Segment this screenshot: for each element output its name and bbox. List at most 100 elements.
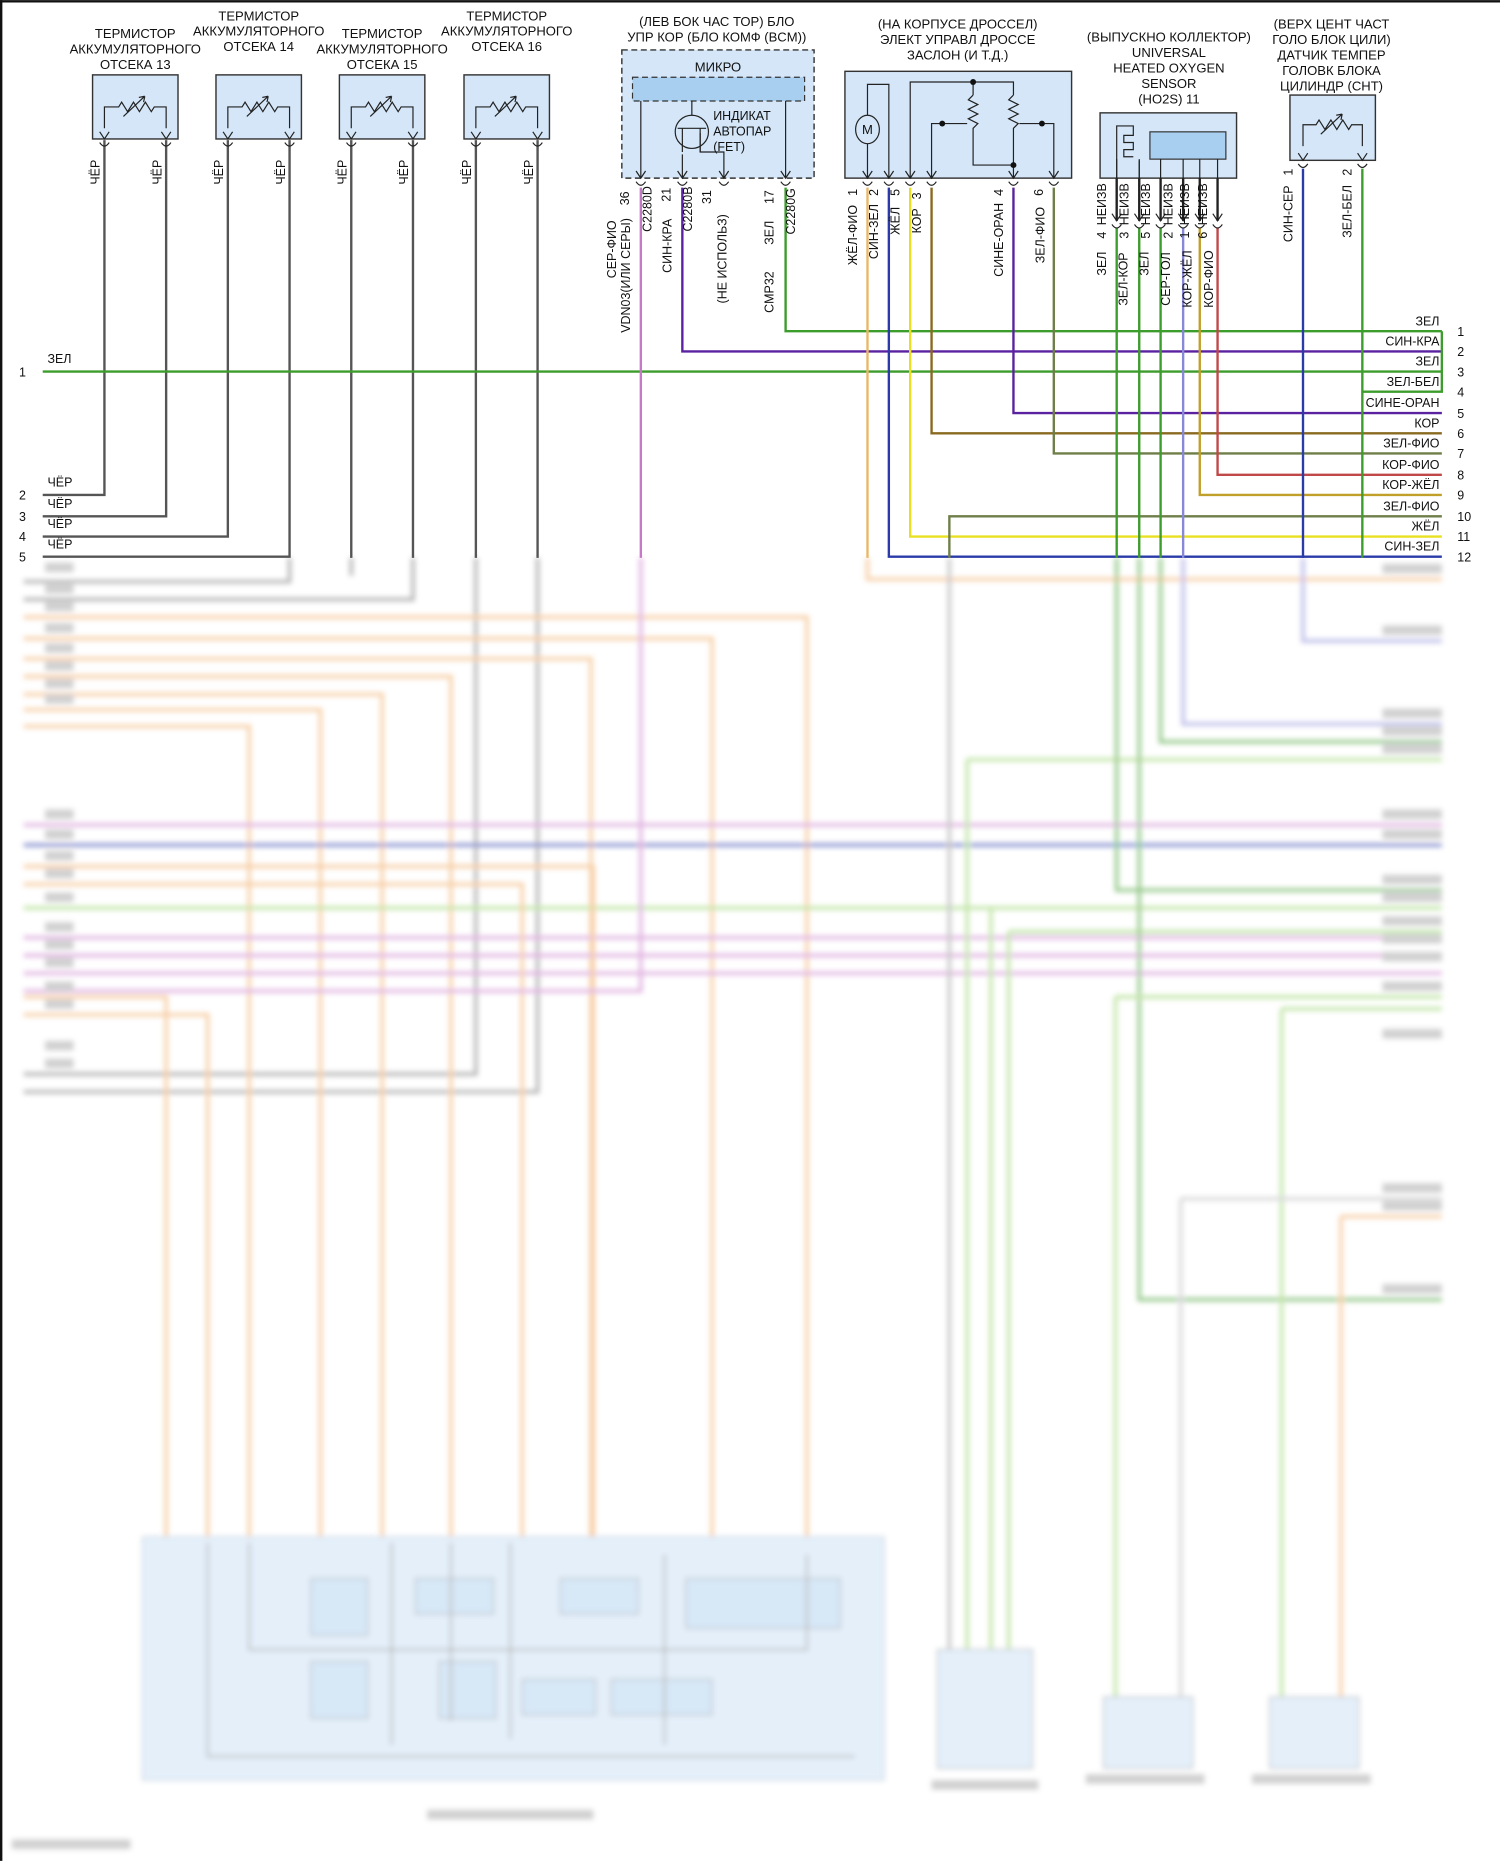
blurred-wire (1114, 557, 1442, 892)
throttle-box (844, 70, 1073, 179)
blurred-label (45, 1058, 74, 1069)
wire-therm14-b (42, 140, 291, 558)
junction-dot (1010, 162, 1017, 169)
throttle-internal (866, 81, 1055, 179)
throttle-title-line: (НА КОРПУСЕ ДРОССЕЛ) (878, 17, 1038, 32)
wire-zel-fio-10 (948, 515, 1442, 558)
micro-label: МИКРО (695, 59, 741, 74)
connector-socket (635, 181, 647, 186)
pin-number: 1 (846, 189, 860, 196)
blurred-label (1382, 951, 1442, 962)
blurred-wire (23, 557, 540, 1094)
resistor-symbol (1302, 118, 1363, 147)
right-connector-wire-label: ЗЕЛ-БЕЛ (1387, 375, 1440, 389)
right-connector-pin-number: 12 (1457, 550, 1471, 564)
blurred-wire (23, 724, 251, 1543)
blurred-wire (23, 557, 478, 1076)
pin-number: 2 (1341, 169, 1355, 176)
blurred-label (45, 583, 74, 594)
blurred-wire (23, 864, 596, 1543)
blurred-inner-block (521, 1678, 597, 1716)
blurred-label (1382, 625, 1442, 636)
connector-socket (780, 181, 791, 186)
throttle-title-line: ЭЛЕКТ УПРАВЛ ДРОССЕ (880, 32, 1036, 47)
left-connector-wire-label: ЧЁР (47, 476, 72, 490)
pin-arrow (284, 131, 295, 141)
pin-arrow (1297, 152, 1309, 162)
blurred-label (45, 922, 74, 932)
cht-sensor-title-line: ЦИЛИНДР (CHT) (1280, 78, 1383, 93)
right-connector-wire-label: СИН-ЗЕЛ (1384, 540, 1439, 554)
wire-color-label: ЗЕЛ (763, 221, 777, 245)
blurred-label (1382, 981, 1442, 992)
right-connector-wire-label: ЗЕЛ-ФИО (1383, 437, 1440, 451)
blurred-inner-block (310, 1660, 369, 1720)
blurred-label (45, 981, 74, 992)
fet-label: АВТОПАР (713, 124, 771, 138)
pin-number: 21 (659, 188, 673, 202)
cht-sensor-box (1289, 94, 1377, 162)
o2-sensor-title-line: HEATED OXYGEN (1113, 61, 1224, 76)
junction-dot (1038, 120, 1045, 127)
left-connector-pin-number: 5 (19, 550, 26, 564)
blurred-wire (23, 636, 714, 1543)
connector-socket (1048, 181, 1060, 186)
blurred-wire (23, 1012, 210, 1543)
pin-arrow (883, 170, 895, 180)
blurred-wire (23, 692, 384, 1543)
blurred-inner-block (438, 1660, 497, 1720)
right-connector-pin-number: 6 (1457, 427, 1464, 441)
left-connector-pin-number: 3 (19, 510, 26, 524)
junction-dot (970, 79, 977, 85)
thermistor-14-title-line: ТЕРМИСТОР (218, 8, 299, 23)
left-connector-wire-label: ЧЁР (47, 517, 72, 531)
fet-label: ИНДИКАТ (713, 109, 771, 123)
left-connector-wire-label: ЗЕЛ (47, 352, 71, 366)
wire-zhel (909, 187, 1442, 538)
right-connector-pin-number: 8 (1457, 469, 1464, 483)
blurred-label (45, 601, 74, 612)
wire-sine-oran (1012, 187, 1442, 415)
wire-color-label: ЧЁР (397, 160, 411, 185)
pin-number: 6 (1196, 232, 1210, 239)
connector-socket (883, 181, 895, 186)
wire-zel-fio (1052, 187, 1442, 455)
blurred-label (1085, 1774, 1205, 1784)
blurred-lower-diagram (11, 557, 1442, 1850)
connector-socket (1177, 224, 1189, 229)
right-connector-pin-number: 3 (1457, 365, 1464, 379)
blurred-inner-block (610, 1678, 713, 1716)
wire-therm13-b (42, 140, 168, 518)
wire-color-label: ЧЁР (460, 160, 474, 185)
wire-sin-kra (681, 187, 1442, 353)
blurred-wire (23, 557, 292, 584)
connector-socket (718, 181, 730, 186)
connector-socket (284, 142, 295, 147)
cht-sensor-title-line: ГОЛО БЛОК ЦИЛИ) (1272, 32, 1390, 47)
pin-type-label: НЕИЗВ (1118, 183, 1132, 225)
blurred-label (1382, 809, 1442, 819)
blurred-label (1382, 1284, 1442, 1294)
blurred-inner-block (414, 1577, 495, 1615)
wire-color-label: ЗЕЛ (1138, 252, 1152, 276)
components (91, 49, 1377, 229)
blurred-label (45, 562, 74, 573)
left-connector-pin-number: 4 (19, 530, 26, 544)
wire-color-label: ЧЁР (522, 160, 536, 185)
blurred-label (11, 1839, 131, 1850)
right-connector-wire-label: ЖЁЛ (1411, 520, 1439, 534)
blurred-label (45, 623, 74, 633)
wire-color-label: КОР (910, 208, 924, 233)
connector-socket (926, 181, 937, 186)
blurred-label (45, 809, 74, 819)
right-connector-wire-label: ЗЕЛ (1415, 314, 1439, 328)
micro-block (631, 76, 806, 102)
o2-sensor-title-line: SENSOR (1141, 76, 1196, 91)
pin-arrow (99, 131, 110, 141)
pin-number: 2 (1161, 232, 1175, 239)
blurred-wire (1301, 557, 1442, 643)
pin-number: 5 (889, 189, 903, 196)
thermistor-15-title-line: ОТСЕКА 15 (347, 57, 418, 72)
blurred-label (1382, 726, 1442, 736)
